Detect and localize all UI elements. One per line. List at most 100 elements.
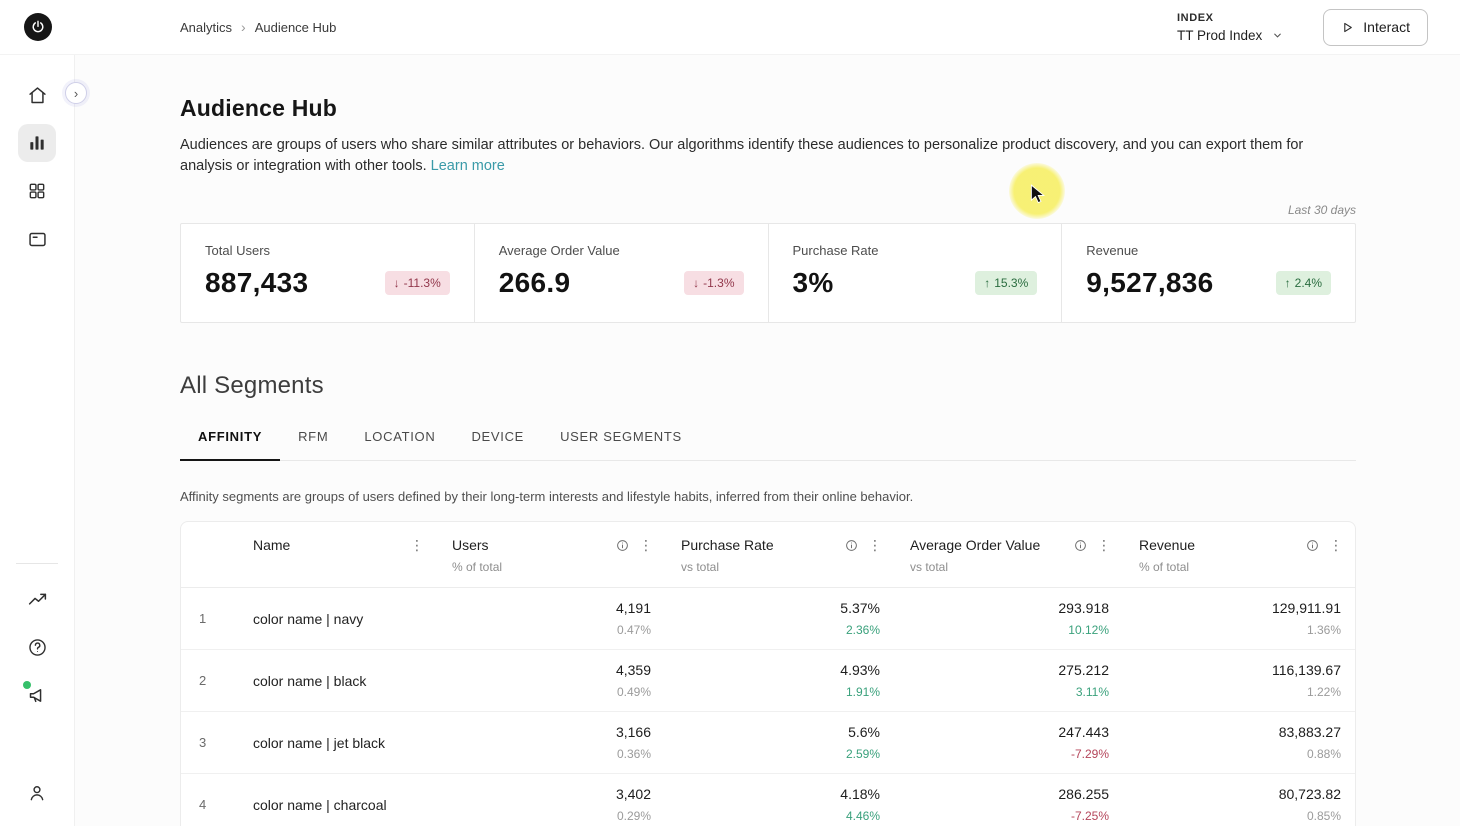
power-logo-icon	[23, 13, 52, 41]
interact-button[interactable]: Interact	[1323, 8, 1428, 46]
info-icon[interactable]	[1306, 539, 1319, 552]
bar-chart-icon	[27, 133, 47, 153]
table-row[interactable]: 4 color name | charcoal 3,402 0.29% 4.18…	[181, 774, 1355, 826]
table-row[interactable]: 3 color name | jet black 3,166 0.36% 5.6…	[181, 712, 1355, 774]
cell-users: 4,191 0.47%	[615, 600, 651, 637]
kpi-revenue: Revenue 9,527,836 2.4%	[1062, 224, 1355, 322]
chevron-right-icon: ›	[241, 19, 246, 35]
cell-purchase-rate: 4.93% 1.91%	[840, 662, 880, 699]
period-label: Last 30 days	[1287, 203, 1356, 217]
play-icon	[1341, 21, 1354, 34]
kpi-cards: Total Users 887,433 -11.3% Average Order…	[180, 223, 1356, 323]
column-menu-icon[interactable]: ⋮	[868, 537, 882, 553]
help-icon	[27, 637, 48, 658]
sidebar-item-trends[interactable]	[18, 580, 56, 618]
kpi-value: 266.9	[498, 267, 571, 298]
column-header-name: Name ⋮	[236, 537, 436, 553]
tab-user-segments[interactable]: USER SEGMENTS	[560, 429, 682, 444]
kpi-delta-badge: 15.3%	[975, 271, 1038, 295]
row-index: 1	[199, 611, 207, 626]
page-description: Audiences are groups of users who share …	[180, 135, 1356, 177]
arrow-down-icon	[693, 276, 699, 290]
cell-purchase-rate: 5.6% 2.59%	[845, 724, 880, 761]
kpi-total-users: Total Users 887,433 -11.3%	[181, 224, 475, 322]
cell-revenue: 80,723.82 0.85%	[1278, 786, 1341, 823]
kpi-delta-value: 15.3%	[994, 276, 1029, 290]
logo[interactable]	[0, 13, 75, 41]
top-bar: Analytics › Audience Hub INDEX TT Prod I…	[0, 0, 1460, 55]
breadcrumb-analytics[interactable]: Analytics	[180, 19, 233, 35]
interact-button-label: Interact	[1363, 19, 1410, 35]
sidebar-item-announcements[interactable]	[18, 676, 56, 714]
segments-tabs: AFFINITY RFM LOCATION DEVICE USER SEGMEN…	[180, 429, 1356, 461]
megaphone-icon	[27, 685, 48, 706]
column-menu-icon[interactable]: ⋮	[1097, 537, 1111, 553]
tab-rfm[interactable]: RFM	[298, 429, 329, 444]
cell-purchase-rate: 4.18% 4.46%	[840, 786, 880, 823]
chevron-down-icon	[1272, 30, 1283, 41]
kpi-value: 3%	[792, 267, 834, 298]
sidebar-item-analytics[interactable]	[18, 124, 56, 162]
page-description-text: Audiences are groups of users who share …	[180, 137, 1304, 174]
cell-purchase-rate: 5.37% 2.36%	[840, 600, 880, 637]
column-header-average-order-value: Average Order Value ⋮ vs total	[894, 537, 1123, 574]
index-value: TT Prod Index	[1177, 27, 1263, 43]
sidebar-item-home[interactable]	[18, 76, 56, 114]
cell-revenue: 129,911.91 1.36%	[1271, 600, 1341, 637]
trending-up-icon	[27, 589, 48, 610]
learn-more-link[interactable]: Learn more	[430, 158, 505, 174]
sidebar-item-help[interactable]	[18, 628, 56, 666]
breadcrumb-audience-hub[interactable]: Audience Hub	[254, 19, 337, 35]
segments-title: All Segments	[180, 372, 324, 399]
table-header: Name ⋮ Users ⋮ % of total	[181, 522, 1355, 588]
column-sublabel: vs total	[910, 560, 949, 574]
sidebar-expand-button[interactable]: ›	[65, 82, 87, 104]
tab-location[interactable]: LOCATION	[364, 429, 436, 444]
kpi-value: 887,433	[205, 267, 309, 298]
index-label: INDEX	[1177, 11, 1214, 24]
column-label: Name	[253, 537, 291, 553]
info-icon[interactable]	[1074, 539, 1087, 552]
home-icon	[27, 85, 48, 106]
table-row[interactable]: 1 color name | navy 4,191 0.47% 5.37% 2.…	[181, 588, 1355, 650]
user-icon	[27, 783, 47, 803]
tab-device[interactable]: DEVICE	[471, 429, 525, 444]
column-label: Purchase Rate	[681, 537, 774, 553]
kpi-delta-value: -11.3%	[403, 276, 441, 290]
column-menu-icon[interactable]: ⋮	[639, 537, 653, 553]
info-icon[interactable]	[616, 539, 629, 552]
column-label: Average Order Value	[910, 537, 1041, 553]
kpi-label: Total Users	[205, 243, 271, 258]
info-icon[interactable]	[845, 539, 858, 552]
cell-revenue: 83,883.27 0.88%	[1278, 724, 1341, 761]
grid-icon	[27, 181, 47, 201]
cell-revenue: 116,139.67 1.22%	[1271, 662, 1341, 699]
tab-affinity[interactable]: AFFINITY	[180, 429, 281, 461]
segment-name: color name | black	[253, 672, 367, 689]
segment-name: color name | jet black	[253, 734, 386, 751]
kpi-delta-value: -1.3%	[703, 276, 735, 290]
column-menu-icon[interactable]: ⋮	[410, 537, 424, 553]
sidebar-item-apps[interactable]	[18, 172, 56, 210]
row-index: 4	[199, 797, 207, 812]
kpi-label: Purchase Rate	[792, 243, 879, 258]
cell-average-order-value: 247.443 -7.29%	[1058, 724, 1109, 761]
cell-average-order-value: 293.918 10.12%	[1058, 600, 1109, 637]
sidebar-item-products[interactable]	[18, 220, 56, 258]
column-menu-icon[interactable]: ⋮	[1329, 537, 1343, 553]
row-index: 3	[199, 735, 207, 750]
cell-users: 3,402 0.29%	[615, 786, 651, 823]
sidebar-item-account[interactable]	[18, 774, 56, 812]
kpi-average-order-value: Average Order Value 266.9 -1.3%	[475, 224, 769, 322]
index-selector[interactable]: INDEX TT Prod Index	[1177, 12, 1283, 43]
sidebar-divider	[16, 563, 58, 564]
kpi-label: Revenue	[1086, 243, 1139, 258]
column-sublabel: % of total	[1139, 560, 1190, 574]
kpi-delta-value: 2.4%	[1294, 276, 1322, 290]
segments-table: Name ⋮ Users ⋮ % of total	[180, 521, 1356, 826]
cell-average-order-value: 275.212 3.11%	[1058, 662, 1109, 699]
table-row[interactable]: 2 color name | black 4,359 0.49% 4.93% 1…	[181, 650, 1355, 712]
column-header-users: Users ⋮ % of total	[436, 537, 665, 574]
kpi-delta-badge: -11.3%	[384, 271, 450, 295]
row-index: 2	[199, 673, 207, 688]
